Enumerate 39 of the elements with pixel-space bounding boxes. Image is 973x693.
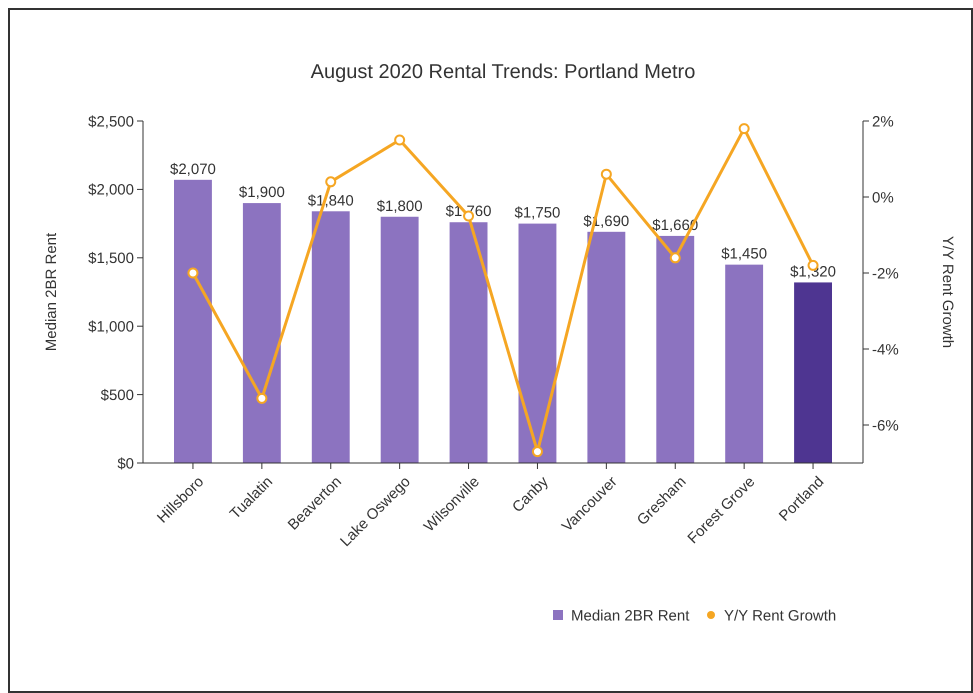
bar xyxy=(656,236,694,463)
data-label: $1,800 xyxy=(376,198,423,215)
bar xyxy=(725,264,764,463)
y-tick-label: $2,000 xyxy=(88,182,134,199)
y-axis-title: Median 2BR Rent xyxy=(43,232,60,352)
bar xyxy=(242,203,281,463)
point xyxy=(600,168,612,180)
chart-title: August 2020 Rental Trends: Portland Metro xyxy=(310,61,696,83)
point xyxy=(532,446,543,458)
data-label: $1,750 xyxy=(514,204,560,222)
bar xyxy=(174,180,212,463)
bar xyxy=(587,232,626,463)
data-label: $2,070 xyxy=(170,160,216,178)
y-tick-label: $1,000 xyxy=(88,318,134,336)
y2-tick-label: 0% xyxy=(872,189,894,206)
bar xyxy=(380,216,419,463)
data-label: $1,900 xyxy=(238,184,285,202)
y2-tick-label: -4% xyxy=(872,341,899,358)
point xyxy=(325,176,336,188)
bar xyxy=(518,224,556,463)
bar xyxy=(794,282,832,463)
y2-tick-label: 2% xyxy=(872,113,894,130)
y-tick-label: $1,500 xyxy=(88,250,134,268)
point xyxy=(394,134,406,146)
data-label: $1,450 xyxy=(721,246,768,263)
bar xyxy=(450,222,488,463)
y-tick-label: $0 xyxy=(117,455,134,472)
y-tick-label: $2,500 xyxy=(88,113,134,130)
legend-label: Y/Y Rent Growth xyxy=(724,607,836,624)
point xyxy=(738,123,750,134)
legend-label: Median 2BR Rent xyxy=(571,607,690,624)
y2-tick-label: -2% xyxy=(872,265,899,282)
point xyxy=(256,392,268,404)
point xyxy=(187,268,198,278)
bar xyxy=(312,211,350,463)
y2-axis-title: Y/Y Rent Growth xyxy=(939,236,956,348)
y-tick-label: $500 xyxy=(100,386,134,404)
y2-tick-label: -6% xyxy=(872,417,899,434)
point xyxy=(670,252,681,264)
